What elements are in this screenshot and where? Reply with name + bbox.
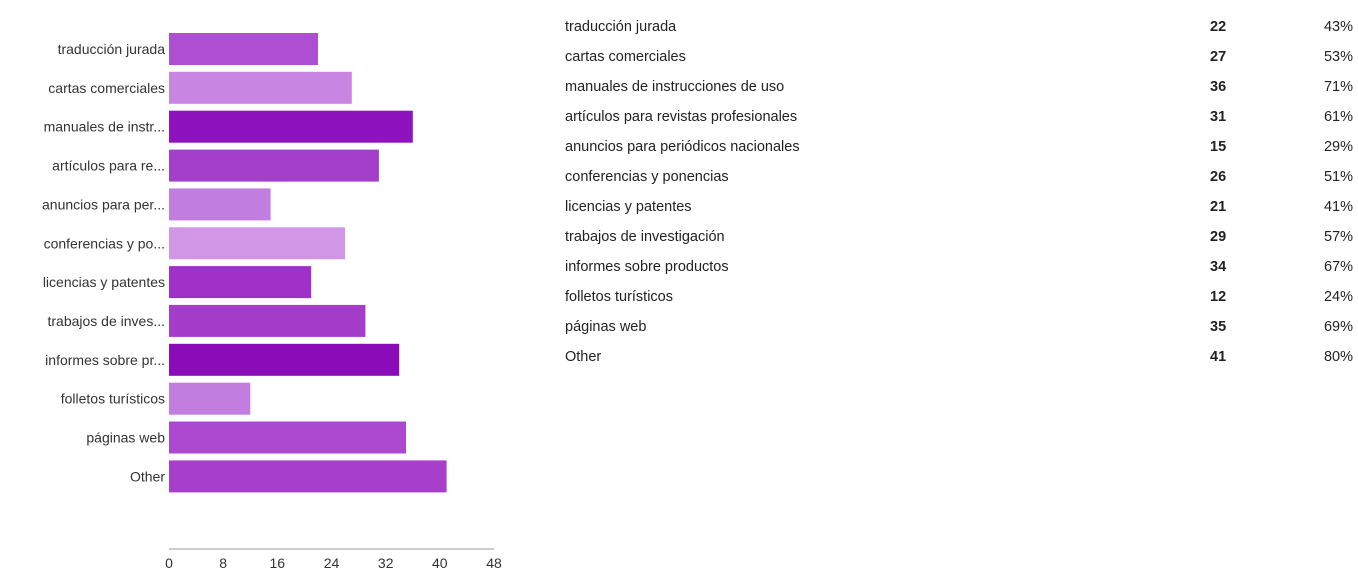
summary-row: traducción jurada 22 43% bbox=[565, 17, 1355, 47]
x-tick-label-3: 24 bbox=[324, 555, 340, 571]
summary-row-label: páginas web bbox=[565, 319, 647, 335]
bar-6 bbox=[169, 266, 312, 299]
summary-row-label: folletos turísticos bbox=[565, 289, 673, 305]
summary-row-label: Other bbox=[565, 349, 602, 365]
summary-row-label: cartas comerciales bbox=[565, 49, 686, 65]
category-label-10: páginas web bbox=[86, 430, 165, 446]
summary-row-count: 35 bbox=[1210, 319, 1227, 335]
summary-row: artículos para revistas profesionales 31 6… bbox=[565, 107, 1355, 137]
summary-row: informes sobre productos 34 67% bbox=[565, 257, 1355, 287]
summary-row: manuales de instrucciones de uso 36 71% bbox=[565, 77, 1355, 107]
bar-7 bbox=[169, 304, 366, 337]
summary-row-percent: 80% bbox=[1323, 349, 1353, 365]
summary-row-percent: 24% bbox=[1323, 289, 1353, 305]
summary-row-count: 15 bbox=[1210, 139, 1227, 155]
category-label-1: cartas comerciales bbox=[48, 80, 165, 96]
bar-11 bbox=[169, 460, 447, 493]
category-label-6: licencias y patentes bbox=[43, 274, 165, 290]
category-label-9: folletos turísticos bbox=[61, 391, 165, 407]
bar-0 bbox=[169, 33, 318, 65]
bar-4 bbox=[169, 188, 271, 221]
summary-row-label: manuales de instrucciones de uso bbox=[565, 79, 785, 95]
category-label-2: manuales de instr... bbox=[44, 119, 165, 135]
summary-row-percent: 69% bbox=[1323, 319, 1353, 335]
summary-row-percent: 51% bbox=[1323, 169, 1353, 185]
category-label-4: anuncios para per... bbox=[42, 196, 165, 212]
summary-row-label: conferencias y ponencias bbox=[565, 169, 729, 185]
summary-row-count: 27 bbox=[1210, 49, 1227, 65]
summary-row-count: 29 bbox=[1210, 229, 1227, 245]
summary-row-percent: 61% bbox=[1323, 109, 1353, 125]
category-label-7: trabajos de inves... bbox=[47, 313, 165, 329]
summary-row-label: licencias y patentes bbox=[565, 199, 692, 215]
summary-row-count: 12 bbox=[1210, 289, 1227, 305]
summary-row-label: artículos para revistas profesionales bbox=[565, 109, 798, 125]
x-tick-label-6: 48 bbox=[486, 555, 502, 571]
summary-row-count: 22 bbox=[1210, 19, 1227, 35]
x-tick-label-5: 40 bbox=[432, 555, 448, 571]
summary-row-count: 31 bbox=[1210, 109, 1227, 125]
summary-row-percent: 41% bbox=[1323, 199, 1353, 215]
summary-row-percent: 71% bbox=[1323, 79, 1353, 95]
summary-row: folletos turísticos 12 24% bbox=[565, 287, 1355, 317]
summary-row-label: informes sobre productos bbox=[565, 259, 729, 275]
bar-10 bbox=[169, 421, 406, 454]
summary-row-percent: 43% bbox=[1323, 19, 1353, 35]
category-label-11: Other bbox=[130, 468, 165, 484]
summary-row-count: 41 bbox=[1210, 349, 1227, 365]
x-tick-label-0: 0 bbox=[165, 555, 173, 571]
summary-row-percent: 67% bbox=[1323, 259, 1353, 275]
summary-row-count: 34 bbox=[1210, 259, 1227, 275]
category-label-8: informes sobre pr... bbox=[45, 352, 165, 368]
summary-row: Other 41 80% bbox=[565, 347, 1355, 377]
bar-chart: traducción jurada cartas comerciales manua… bbox=[42, 33, 502, 571]
bar-3 bbox=[169, 149, 379, 182]
summary-row-count: 36 bbox=[1210, 79, 1227, 95]
summary-row-count: 21 bbox=[1210, 199, 1227, 215]
x-tick-label-2: 16 bbox=[270, 555, 286, 571]
summary-row: licencias y patentes 21 41% bbox=[565, 197, 1355, 227]
bar-2 bbox=[169, 110, 413, 143]
summary-row-label: anuncios para periódicos nacionales bbox=[565, 139, 800, 155]
summary-row: trabajos de investigación 29 57% bbox=[565, 227, 1355, 257]
x-tick-label-1: 8 bbox=[219, 555, 227, 571]
summary-row-percent: 53% bbox=[1323, 49, 1353, 65]
category-label-0: traducción jurada bbox=[58, 41, 166, 57]
x-tick-label-4: 32 bbox=[378, 555, 394, 571]
summary-row: conferencias y ponencias 26 51% bbox=[565, 167, 1355, 197]
summary-row-percent: 29% bbox=[1323, 139, 1353, 155]
category-label-5: conferencias y po... bbox=[44, 235, 165, 251]
category-labels: traducción jurada cartas comerciales manua… bbox=[42, 41, 165, 484]
summary-row-label: trabajos de investigación bbox=[565, 229, 725, 245]
bars-group bbox=[169, 33, 447, 493]
summary-row-label: traducción jurada bbox=[565, 19, 677, 35]
summary-row: anuncios para periódicos nacionales 15 29% bbox=[565, 137, 1355, 167]
bar-9 bbox=[169, 382, 251, 415]
summary-row-count: 26 bbox=[1210, 169, 1227, 185]
bar-5 bbox=[169, 227, 345, 260]
summary-row: cartas comerciales 27 53% bbox=[565, 47, 1355, 77]
bar-8 bbox=[169, 343, 400, 376]
summary-row-percent: 57% bbox=[1323, 229, 1353, 245]
summary-row: páginas web 35 69% bbox=[565, 317, 1355, 347]
category-label-3: artículos para re... bbox=[52, 158, 165, 174]
summary-table: traducción jurada 22 43% cartas comerciales… bbox=[565, 17, 1355, 377]
x-axis-ticks: 0 8 16 24 32 40 48 bbox=[165, 555, 502, 571]
bar-1 bbox=[169, 71, 352, 104]
